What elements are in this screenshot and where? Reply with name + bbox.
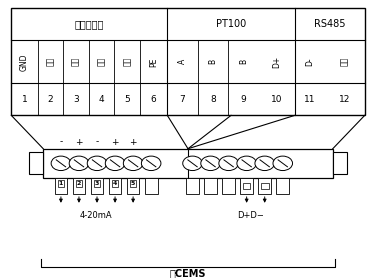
Text: 5: 5 (124, 95, 130, 104)
Circle shape (51, 156, 71, 170)
Circle shape (87, 156, 107, 170)
Text: D+D−: D+D− (237, 211, 264, 220)
Circle shape (69, 156, 89, 170)
Circle shape (201, 156, 220, 170)
Text: 1: 1 (59, 181, 63, 186)
Circle shape (105, 156, 125, 170)
Bar (29, 152, 43, 174)
Text: 6: 6 (151, 95, 156, 104)
Bar (11, 8, 365, 115)
Text: 电流环输出: 电流环输出 (74, 19, 104, 29)
Text: D+: D+ (272, 56, 281, 68)
Text: D-: D- (305, 58, 314, 66)
Text: -: - (96, 138, 99, 147)
Bar (243, 183, 250, 189)
Text: -: - (59, 138, 62, 147)
Bar (240, 178, 253, 194)
Text: 终端: 终端 (340, 57, 349, 66)
Text: B: B (239, 59, 248, 64)
Text: 7: 7 (180, 95, 185, 104)
Circle shape (273, 156, 293, 170)
Text: 11: 11 (304, 95, 315, 104)
Text: 3: 3 (73, 95, 79, 104)
Bar (73, 178, 85, 194)
Bar (333, 152, 347, 174)
Bar (109, 178, 121, 194)
Text: 数据: 数据 (46, 57, 55, 66)
Bar (261, 183, 268, 189)
Bar (258, 178, 271, 194)
Bar (145, 178, 158, 194)
Circle shape (219, 156, 238, 170)
Bar (222, 178, 235, 194)
Circle shape (237, 156, 256, 170)
Circle shape (123, 156, 143, 170)
Bar (276, 178, 289, 194)
Bar (91, 178, 103, 194)
Text: +: + (111, 138, 119, 147)
Text: 2: 2 (77, 181, 81, 186)
Text: B: B (209, 59, 217, 64)
Text: 8: 8 (210, 95, 216, 104)
Bar (43, 149, 333, 178)
Text: 4-20mA: 4-20mA (80, 211, 112, 220)
Bar (186, 178, 199, 194)
Text: +: + (75, 138, 83, 147)
Text: 出向: 出向 (71, 57, 80, 66)
Text: 4: 4 (99, 95, 104, 104)
Text: 出线: 出线 (97, 57, 106, 66)
Text: RS485: RS485 (314, 19, 346, 29)
Text: A: A (178, 59, 187, 64)
Circle shape (255, 156, 274, 170)
Text: 4: 4 (113, 181, 117, 186)
Text: 2: 2 (48, 95, 53, 104)
Text: +: + (129, 138, 137, 147)
Text: 9: 9 (241, 95, 246, 104)
Circle shape (183, 156, 202, 170)
Bar (204, 178, 217, 194)
Text: 5: 5 (131, 181, 135, 186)
Text: 10: 10 (271, 95, 282, 104)
Text: 1: 1 (21, 95, 27, 104)
Text: PT100: PT100 (216, 19, 246, 29)
Text: 12: 12 (339, 95, 350, 104)
Text: 频道: 频道 (123, 57, 132, 66)
Text: 3: 3 (95, 181, 99, 186)
Bar (55, 178, 67, 194)
Text: GND: GND (20, 53, 29, 71)
Bar (127, 178, 139, 194)
Circle shape (141, 156, 161, 170)
Text: PE: PE (149, 57, 158, 66)
Text: 至CEMS: 至CEMS (170, 268, 206, 278)
